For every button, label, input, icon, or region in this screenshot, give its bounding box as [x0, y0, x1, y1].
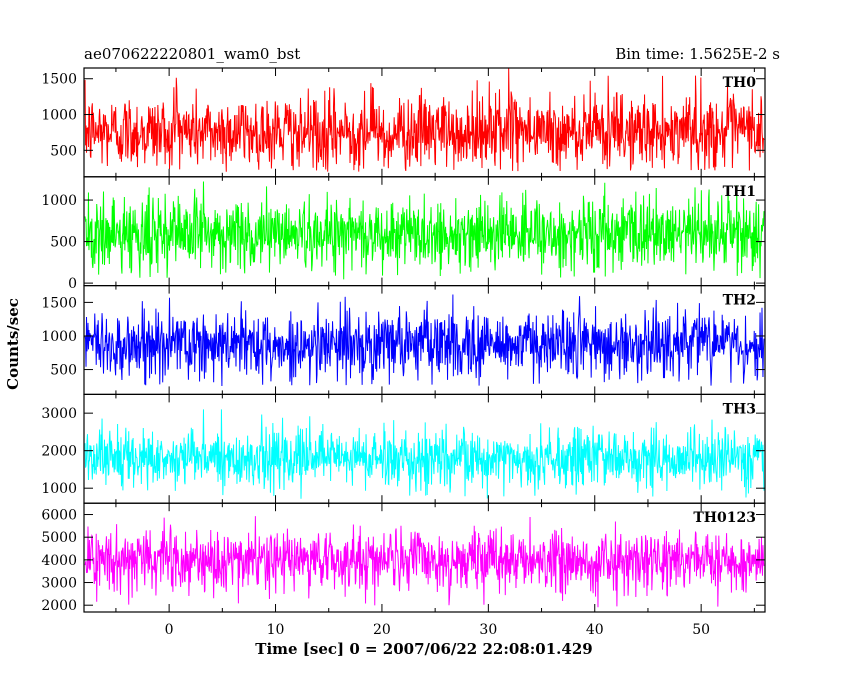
x-tick-label: 0 [165, 622, 174, 638]
y-tick-label: 3000 [41, 576, 77, 592]
series-line-th0 [84, 68, 765, 172]
x-tick-label: 20 [373, 622, 391, 638]
panel-label-th3: TH3 [723, 401, 756, 417]
y-tick-label: 2000 [41, 598, 77, 614]
y-tick-label: 1500 [41, 72, 77, 88]
panel-label-th0123: TH0123 [693, 510, 756, 526]
x-axis: 0 10 20 30 40 50 [165, 622, 710, 638]
chart-title-left: ae070622220801_wam0_bst [84, 45, 300, 63]
y-tick-label: 4000 [41, 553, 77, 569]
panels-group: 500 1000 1500 TH0 0 500 1000 TH1 500 1000 1500 TH2 1… [41, 67, 766, 614]
y-tick-label: 1000 [41, 481, 77, 497]
panel-label-th1: TH1 [723, 184, 756, 200]
y-tick-label: 6000 [41, 508, 77, 524]
panel-label-th0: TH0 [723, 75, 757, 91]
y-tick-label: 500 [50, 143, 77, 159]
series-line-th0123 [84, 516, 765, 608]
y-tick-label: 1500 [41, 295, 77, 311]
y-axis-title: Counts/sec [4, 298, 22, 390]
panel-th3: 1000 2000 3000 TH3 [41, 393, 766, 504]
panel-th2: 500 1000 1500 TH2 [41, 285, 766, 396]
y-tick-label: 500 [50, 363, 77, 379]
panel-th0: 500 1000 1500 TH0 [41, 67, 766, 178]
y-tick-label: 3000 [41, 406, 77, 422]
panel-th0123: 2000 3000 4000 5000 6000 TH0123 [41, 502, 766, 614]
panel-label-th2: TH2 [723, 293, 756, 309]
x-tick-label: 50 [692, 622, 710, 638]
y-tick-label: 1000 [41, 329, 77, 345]
series-line-th3 [84, 409, 765, 499]
y-tick-label: 2000 [41, 444, 77, 460]
chart-title-right: Bin time: 1.5625E-2 s [615, 45, 780, 63]
x-tick-label: 40 [586, 622, 604, 638]
x-axis-title: Time [sec] 0 = 2007/06/22 22:08:01.429 [255, 640, 592, 658]
series-line-th1 [84, 181, 765, 280]
x-tick-label: 30 [479, 622, 497, 638]
series-line-th2 [84, 294, 765, 387]
panel-frame [83, 502, 766, 613]
y-tick-label: 1000 [41, 193, 77, 209]
y-tick-label: 500 [50, 235, 77, 251]
y-tick-label: 1000 [41, 108, 77, 124]
panel-th1: 0 500 1000 TH1 [41, 176, 766, 292]
y-tick-label: 0 [68, 276, 77, 292]
x-tick-label: 10 [267, 622, 285, 638]
y-tick-label: 5000 [41, 530, 77, 546]
